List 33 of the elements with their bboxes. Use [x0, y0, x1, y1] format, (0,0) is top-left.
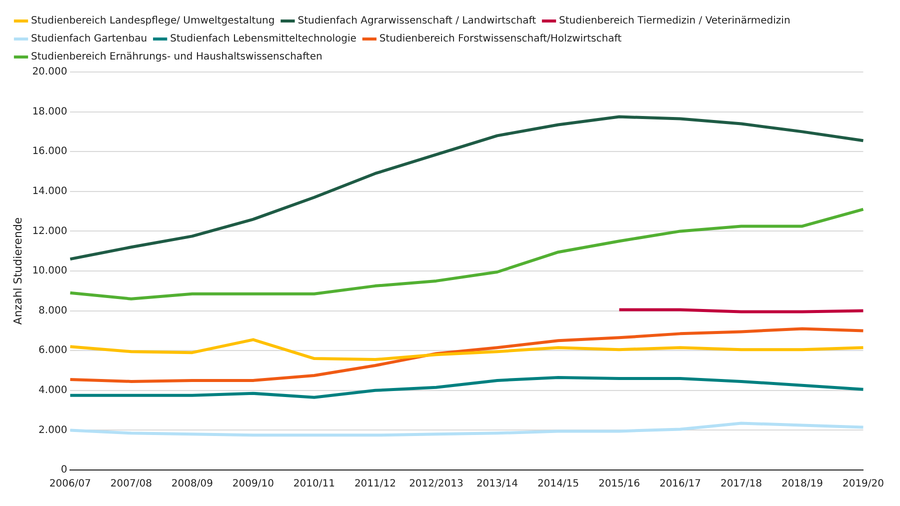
- y-tick-label: 2.000: [38, 424, 68, 436]
- y-tick-label: 18.000: [32, 106, 68, 118]
- y-tick-label: 0: [60, 464, 68, 476]
- legend-label: Studienbereich Tiermedizin / Veterinärmedizin: [558, 16, 790, 27]
- y-tick-label: 12.000: [32, 226, 68, 237]
- x-tick-label: 2016/17: [659, 478, 701, 490]
- y-tick-label: 20.000: [32, 66, 68, 78]
- x-tick-label: 2012/2013: [409, 478, 464, 490]
- y-tick-label: 10.000: [32, 266, 68, 277]
- x-tick-label: 2019/20: [842, 478, 884, 490]
- legend-label: Studienfach Lebensmitteltechnologie: [170, 34, 356, 45]
- y-tick-label: 8.000: [38, 305, 68, 316]
- y-tick-label: 4.000: [38, 384, 68, 396]
- x-tick-label: 2017/18: [720, 478, 762, 490]
- x-tick-label: 2015/16: [598, 478, 640, 490]
- legend-label: Studienbereich Landespflege/ Umweltgestaltung: [31, 16, 275, 27]
- x-tick-label: 2018/19: [781, 478, 823, 490]
- x-tick-label: 2013/14: [476, 478, 518, 490]
- legend-label: Studienfach Agrarwissenschaft / Landwirtschaft: [298, 16, 536, 27]
- x-tick-label: 2007/08: [110, 478, 152, 490]
- legend-label: Studienbereich Ernährungs- und Haushaltswissenschaften: [31, 52, 322, 63]
- y-tick-label: 16.000: [32, 146, 68, 158]
- y-axis-title: Anzahl Studierende: [11, 217, 24, 325]
- y-tick-label: 6.000: [38, 345, 68, 356]
- x-tick-label: 2009/10: [232, 478, 274, 490]
- x-tick-label: 2014/15: [537, 478, 579, 490]
- legend-label: Studienfach Gartenbau: [31, 34, 148, 45]
- legend-label: Studienbereich Forstwissenschaft/Holzwirtschaft: [379, 34, 622, 45]
- x-tick-label: 2011/12: [354, 478, 396, 490]
- y-tick-label: 14.000: [32, 186, 68, 197]
- x-tick-label: 2010/11: [293, 478, 335, 490]
- x-tick-label: 2006/07: [49, 478, 91, 490]
- x-tick-label: 2008/09: [171, 478, 213, 490]
